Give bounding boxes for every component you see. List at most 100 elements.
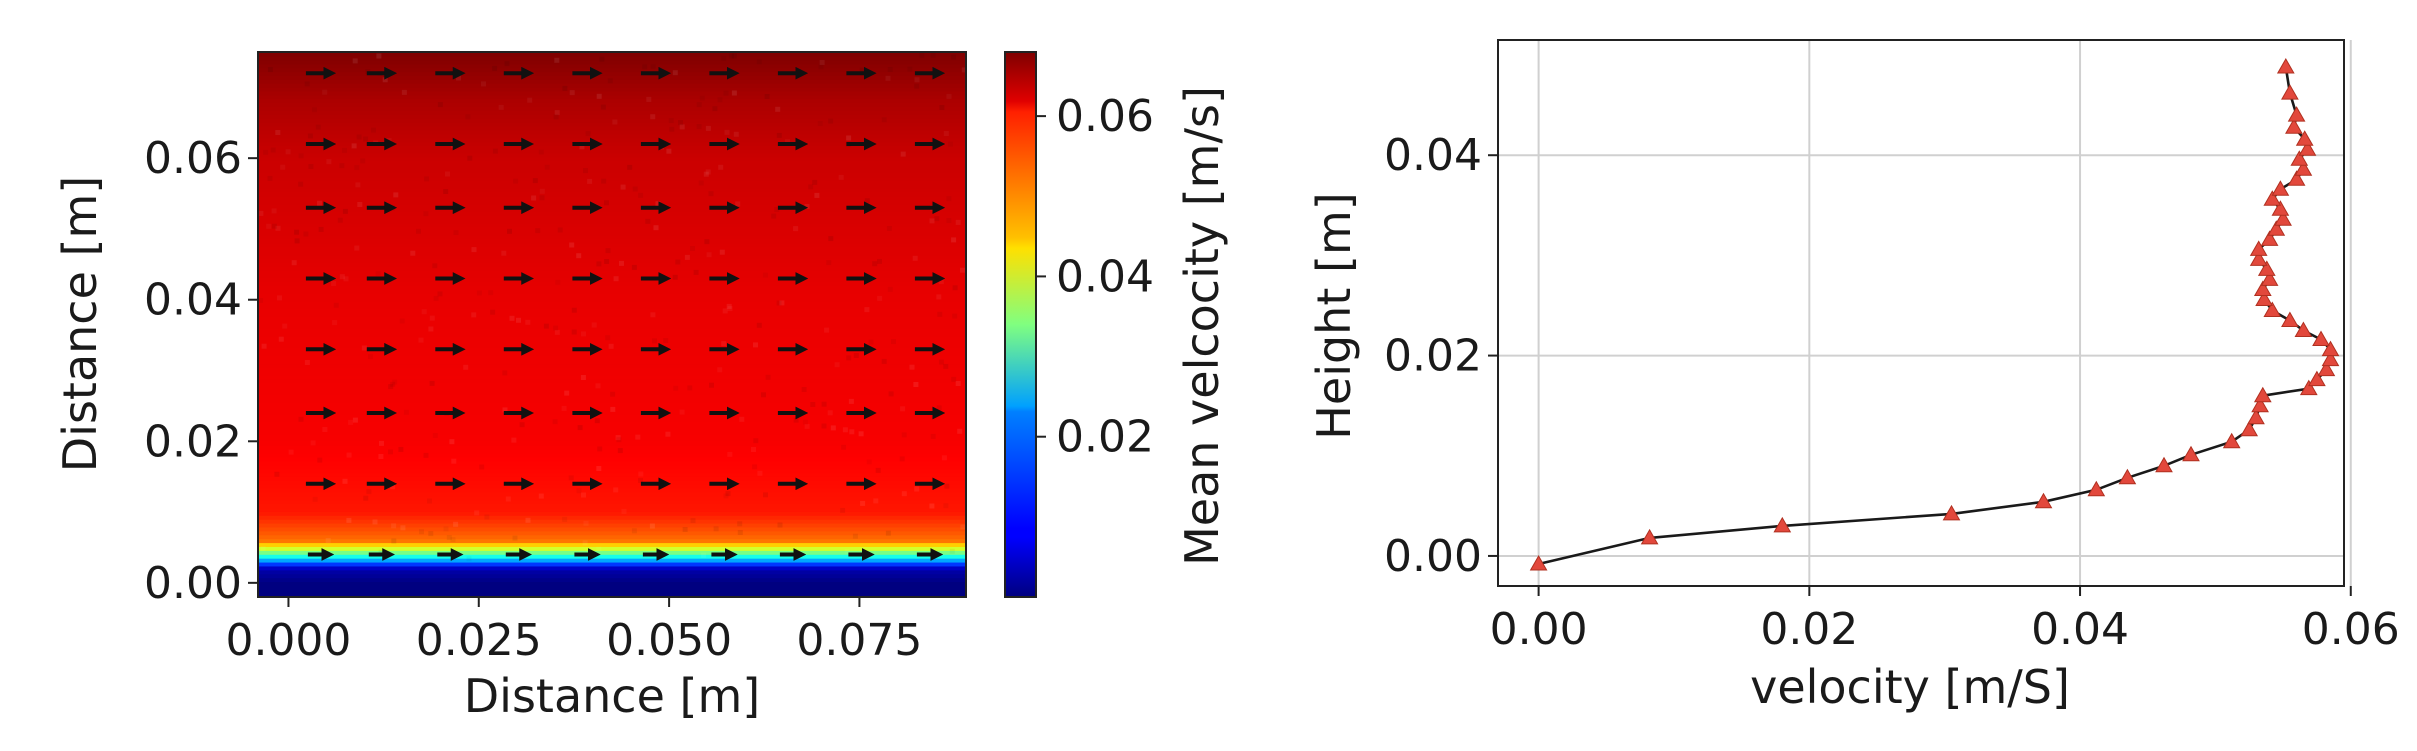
line-plot-grid bbox=[1498, 40, 2352, 586]
data-point-marker bbox=[2287, 170, 2306, 186]
heatmap-row bbox=[258, 523, 966, 528]
line-plot-x-tick-label: 0.04 bbox=[2031, 604, 2129, 655]
heatmap-speckle bbox=[872, 261, 878, 267]
heatmap-speckle bbox=[957, 428, 963, 434]
data-point-marker bbox=[2255, 290, 2273, 306]
heatmap-row bbox=[258, 219, 966, 224]
heatmap-speckle bbox=[576, 253, 582, 259]
data-point-marker bbox=[2299, 379, 2318, 396]
heatmap-speckle bbox=[466, 556, 472, 562]
heatmap-speckle bbox=[849, 429, 855, 435]
heatmap-row bbox=[258, 316, 966, 322]
data-point-marker bbox=[2274, 210, 2292, 226]
heatmap-row bbox=[258, 452, 966, 458]
heatmap-row bbox=[258, 565, 966, 571]
heatmap-speckle bbox=[275, 130, 281, 135]
heatmap-row bbox=[258, 122, 966, 127]
heatmap-speckle bbox=[535, 228, 541, 234]
heatmap-speckle bbox=[278, 336, 284, 342]
heatmap-speckle bbox=[337, 217, 343, 223]
data-point-marker bbox=[2317, 360, 2336, 377]
heatmap-row bbox=[258, 542, 966, 547]
heatmap-row bbox=[258, 67, 966, 73]
data-point-marker bbox=[2285, 118, 2303, 134]
heatmap-row bbox=[258, 153, 966, 158]
heatmap-speckle bbox=[294, 229, 300, 235]
heatmap-speckle bbox=[490, 309, 496, 315]
heatmap-speckle bbox=[555, 279, 561, 285]
heatmap-speckle bbox=[348, 419, 354, 425]
heatmap-speckle bbox=[403, 409, 409, 415]
heatmap-panel: 0.000 0.025 0.050 0.075 0.00 0.02 0.04 0.06 Di… bbox=[53, 51, 967, 723]
heatmap-row bbox=[258, 488, 966, 493]
heatmap-speckle bbox=[597, 446, 603, 452]
heatmap-row bbox=[258, 406, 966, 411]
heatmap-speckle bbox=[721, 55, 727, 61]
heatmap-speckle bbox=[864, 307, 870, 313]
heatmap-row bbox=[258, 417, 966, 423]
heatmap-speckle bbox=[393, 192, 399, 198]
heatmap-speckle bbox=[901, 432, 907, 438]
heatmap-speckle bbox=[595, 383, 601, 389]
heatmap-speckle bbox=[304, 81, 310, 87]
heatmap-speckle bbox=[428, 531, 434, 537]
heatmap-speckle bbox=[357, 202, 363, 207]
heatmap-speckle bbox=[737, 521, 743, 527]
heatmap-speckle bbox=[419, 529, 424, 535]
heatmap-speckle bbox=[428, 326, 434, 332]
heatmap-speckle bbox=[317, 457, 323, 463]
heatmap-row bbox=[258, 188, 966, 193]
data-point-marker bbox=[2294, 321, 2313, 337]
heatmap-speckle bbox=[818, 64, 824, 70]
heatmap-speckle bbox=[914, 77, 920, 83]
heatmap-speckle bbox=[649, 523, 655, 529]
heatmap-row bbox=[258, 125, 966, 131]
heatmap-speckle bbox=[427, 498, 432, 504]
heatmap-speckle bbox=[562, 516, 568, 522]
heatmap-row bbox=[258, 71, 966, 76]
heatmap-speckle bbox=[642, 64, 648, 70]
heatmap-speckle bbox=[596, 466, 602, 471]
heatmap-speckle bbox=[471, 247, 477, 253]
heatmap-speckle bbox=[553, 114, 559, 120]
heatmap-speckle bbox=[326, 159, 332, 165]
heatmap-speckle bbox=[285, 149, 291, 155]
heatmap-row bbox=[258, 266, 966, 271]
heatmap-speckle bbox=[270, 147, 276, 153]
heatmap-speckle bbox=[371, 127, 376, 133]
heatmap-speckle bbox=[934, 216, 940, 222]
heatmap-row bbox=[258, 242, 966, 248]
data-point-marker bbox=[2247, 408, 2265, 425]
data-point-marker bbox=[2276, 57, 2295, 74]
heatmap-row bbox=[258, 550, 966, 555]
heatmap-speckle bbox=[386, 138, 392, 144]
heatmap-speckle bbox=[961, 67, 966, 73]
heatmap-row bbox=[258, 449, 966, 454]
heatmap-speckle bbox=[363, 136, 369, 142]
heatmap-speckle bbox=[701, 552, 707, 558]
heatmap-speckle bbox=[951, 376, 957, 382]
heatmap-speckle bbox=[379, 440, 384, 446]
heatmap-speckle bbox=[339, 163, 345, 169]
heatmap-speckle bbox=[846, 135, 852, 141]
heatmap-speckle bbox=[304, 360, 310, 365]
data-point-marker bbox=[2260, 230, 2279, 246]
heatmap-row bbox=[258, 90, 966, 96]
heatmap-speckle bbox=[690, 518, 696, 524]
heatmap-speckle bbox=[267, 175, 273, 181]
heatmap-speckle bbox=[294, 238, 300, 244]
heatmap-row bbox=[258, 114, 966, 119]
heatmap-speckle bbox=[909, 364, 915, 370]
heatmap-speckle bbox=[793, 417, 799, 423]
heatmap-row bbox=[258, 223, 966, 228]
heatmap-row bbox=[258, 270, 966, 275]
heatmap-row bbox=[258, 75, 966, 80]
heatmap-speckle bbox=[948, 141, 953, 147]
data-point-marker bbox=[2253, 386, 2272, 403]
heatmap-speckle bbox=[936, 405, 942, 411]
colorbar-tick-label: 0.02 bbox=[1056, 412, 1154, 463]
heatmap-speckle bbox=[612, 119, 618, 125]
heatmap-speckle bbox=[785, 139, 790, 145]
heatmap-row bbox=[258, 573, 966, 579]
heatmap-speckle bbox=[571, 307, 577, 313]
